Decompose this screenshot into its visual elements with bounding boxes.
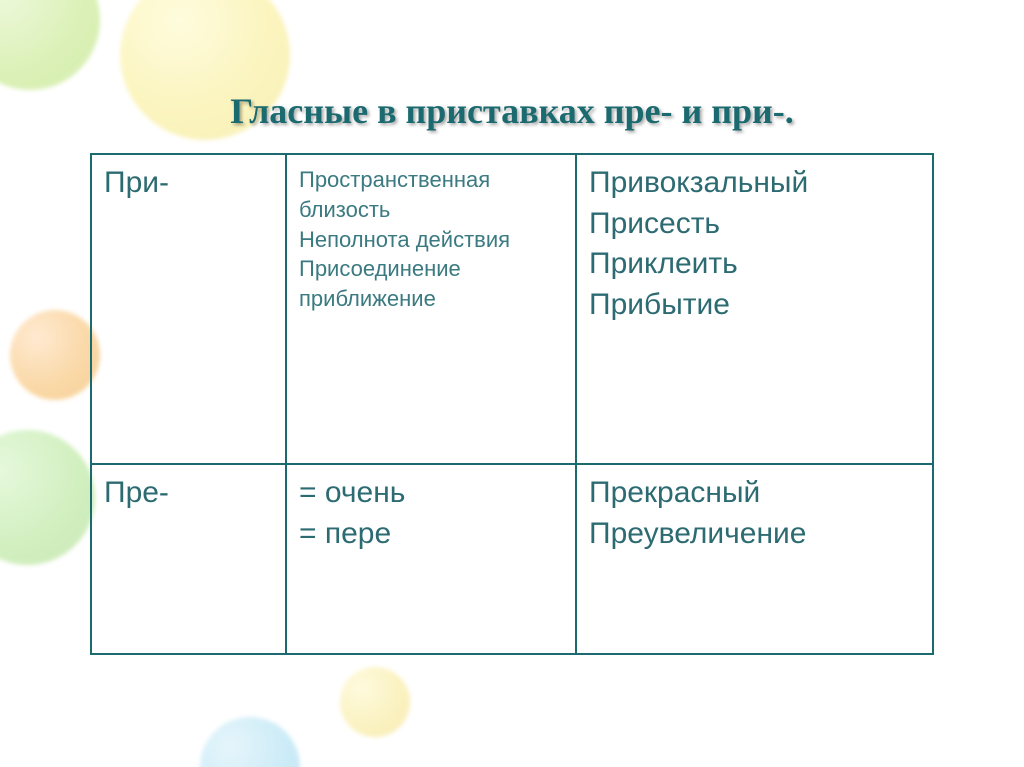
slide-title: Гласные в приставках пре- и при-. <box>0 0 1024 153</box>
meaning-line: Присоединение <box>299 254 563 284</box>
meaning-cell-pre: = очень = пере <box>286 464 576 654</box>
slide-container: Гласные в приставках пре- и при-. При- П… <box>0 0 1024 767</box>
example-line: Прекрасный <box>589 473 920 514</box>
example-line: Привокзальный <box>589 163 920 204</box>
meaning-line: приближение <box>299 284 563 314</box>
example-line: Прибытие <box>589 285 920 326</box>
example-line: Присесть <box>589 204 920 245</box>
example-line: Преувеличение <box>589 514 920 555</box>
prefix-cell-pre: Пре- <box>91 464 286 654</box>
example-line: Приклеить <box>589 244 920 285</box>
meaning-cell-pri: Пространственная близость Неполнота дейс… <box>286 154 576 464</box>
example-cell-pri: Привокзальный Присесть Приклеить Прибыти… <box>576 154 933 464</box>
grammar-table: При- Пространственная близость Неполнота… <box>90 153 934 655</box>
table-row: При- Пространственная близость Неполнота… <box>91 154 933 464</box>
prefix-cell-pri: При- <box>91 154 286 464</box>
meaning-line: Неполнота действия <box>299 225 563 255</box>
meaning-line: = пере <box>299 514 563 555</box>
example-cell-pre: Прекрасный Преувеличение <box>576 464 933 654</box>
table-row: Пре- = очень = пере Прекрасный Преувелич… <box>91 464 933 654</box>
meaning-line: = очень <box>299 473 563 514</box>
meaning-line: Пространственная близость <box>299 165 563 224</box>
